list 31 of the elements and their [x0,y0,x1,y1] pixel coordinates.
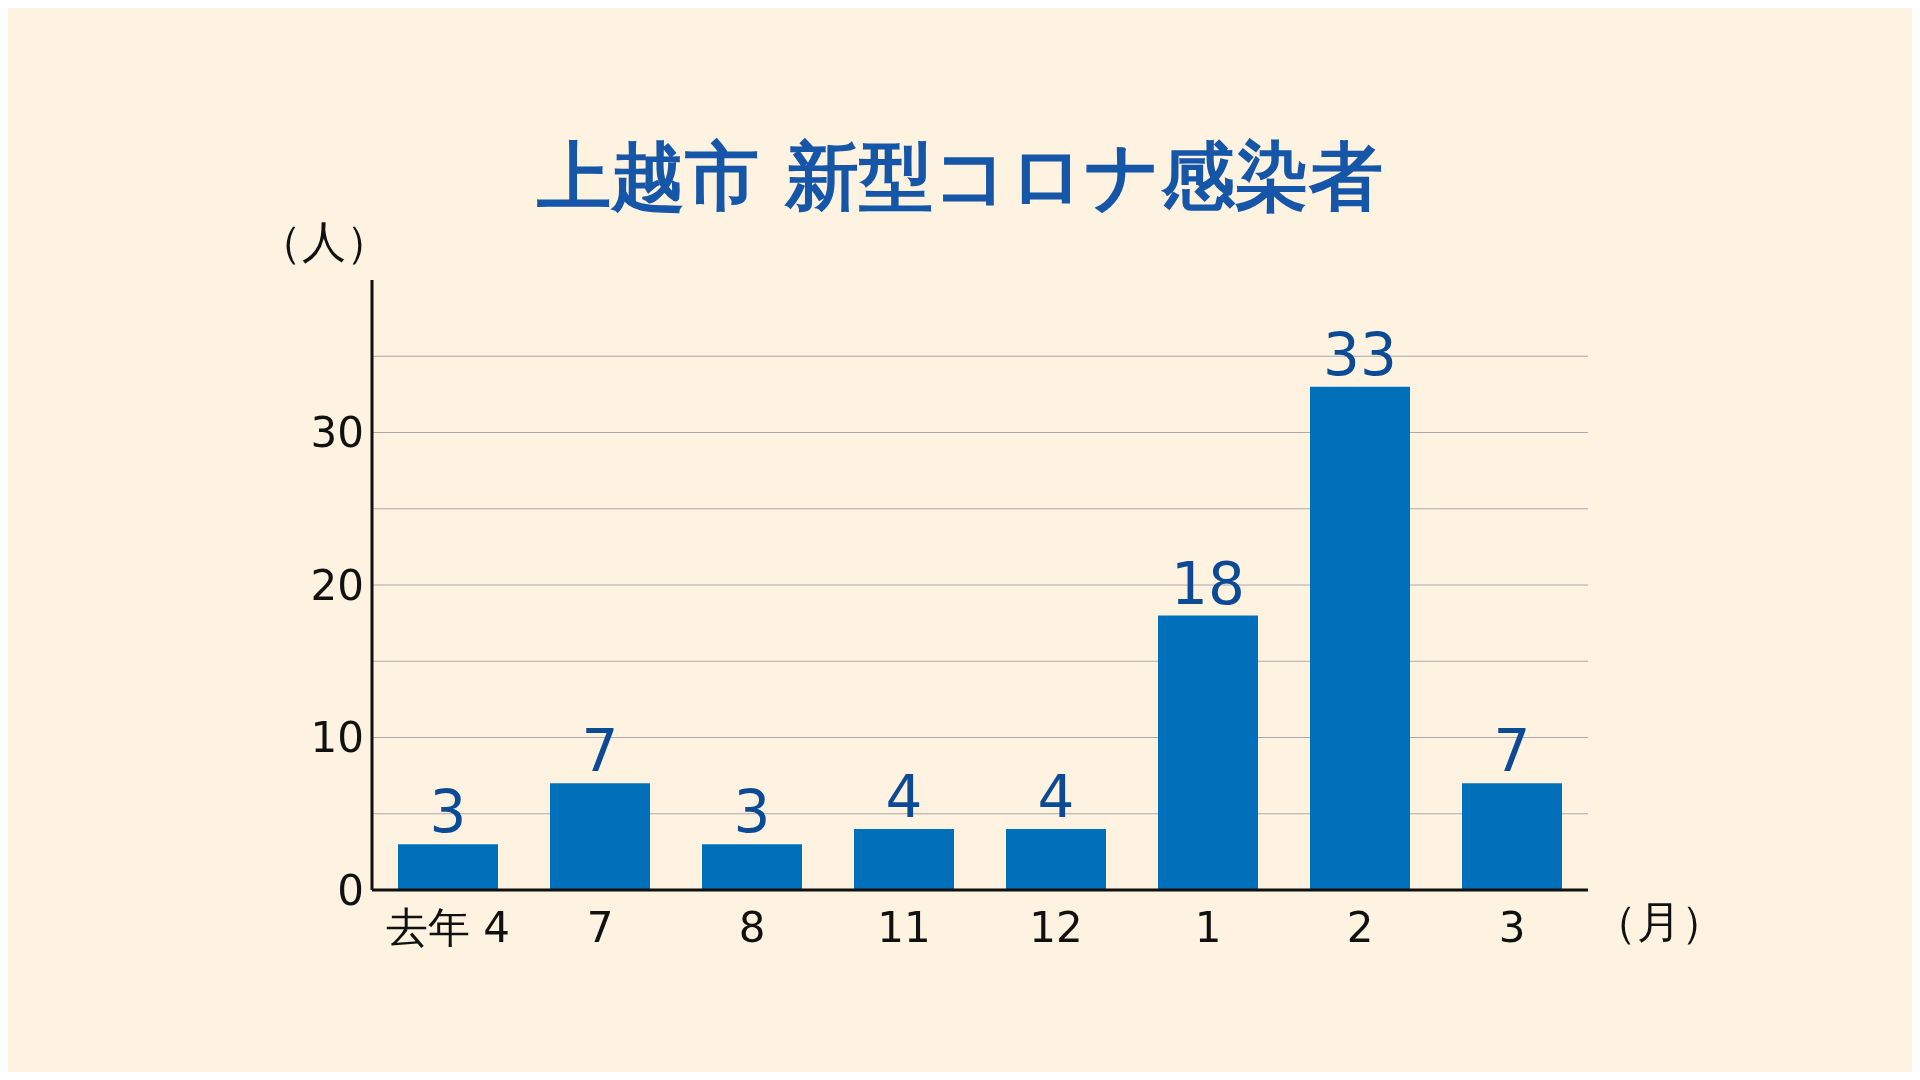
data-label: 7 [581,717,619,786]
data-label: 18 [1171,549,1245,618]
y-tick-label: 30 [310,408,364,458]
y-axis-title: （人） [258,215,390,269]
y-tick-label: 20 [310,560,364,610]
data-label: 7 [1493,717,1531,786]
data-label: 4 [885,763,923,831]
y-tick-label: 10 [310,713,364,763]
data-label: 33 [1323,320,1397,389]
data-label: 3 [733,778,771,847]
data-label: 3 [429,778,467,847]
bar [702,844,802,890]
bar [550,783,650,890]
x-tick-label: 8 [738,902,766,952]
bar [854,829,954,890]
x-tick-label: 1 [1194,902,1222,952]
x-tick-label: 7 [586,902,614,952]
bar [1006,829,1106,890]
x-tick-label: 3 [1498,902,1526,952]
data-label: 4 [1037,763,1075,831]
x-tick-label: 2 [1346,902,1374,952]
y-tick-label: 0 [337,865,364,915]
x-axis-title: （月） [1593,895,1725,949]
bar [1158,615,1258,890]
bar [1462,783,1562,890]
bar [1310,386,1410,890]
chart-title: 上越市 新型コロナ感染者 [537,133,1383,219]
x-tick-label: 12 [1029,902,1083,952]
bar [398,844,498,890]
x-tick-label: 去年 4 [385,902,511,952]
x-tick-label: 11 [877,902,931,952]
